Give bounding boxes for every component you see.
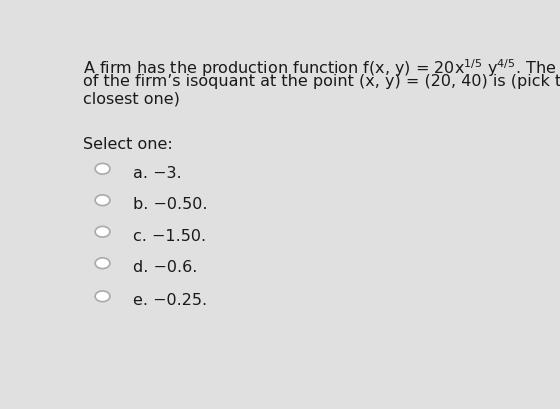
Text: c. −1.50.: c. −1.50. <box>133 229 206 244</box>
Circle shape <box>95 227 110 237</box>
Circle shape <box>95 164 110 174</box>
Text: of the firm’s isoquant at the point (x, y) = (20, 40) is (pick the: of the firm’s isoquant at the point (x, … <box>83 74 560 89</box>
Text: d. −0.6.: d. −0.6. <box>133 260 197 275</box>
Text: A firm has the production function f(x, y) = 20x$^{1/5}$ y$^{4/5}$. The slope: A firm has the production function f(x, … <box>83 57 560 79</box>
Circle shape <box>95 258 110 269</box>
Text: b. −0.50.: b. −0.50. <box>133 197 207 212</box>
Circle shape <box>95 195 110 206</box>
Text: e. −0.25.: e. −0.25. <box>133 293 207 308</box>
Text: a. −3.: a. −3. <box>133 166 181 181</box>
Text: closest one): closest one) <box>83 92 180 107</box>
Text: Select one:: Select one: <box>83 137 173 152</box>
Circle shape <box>95 291 110 302</box>
